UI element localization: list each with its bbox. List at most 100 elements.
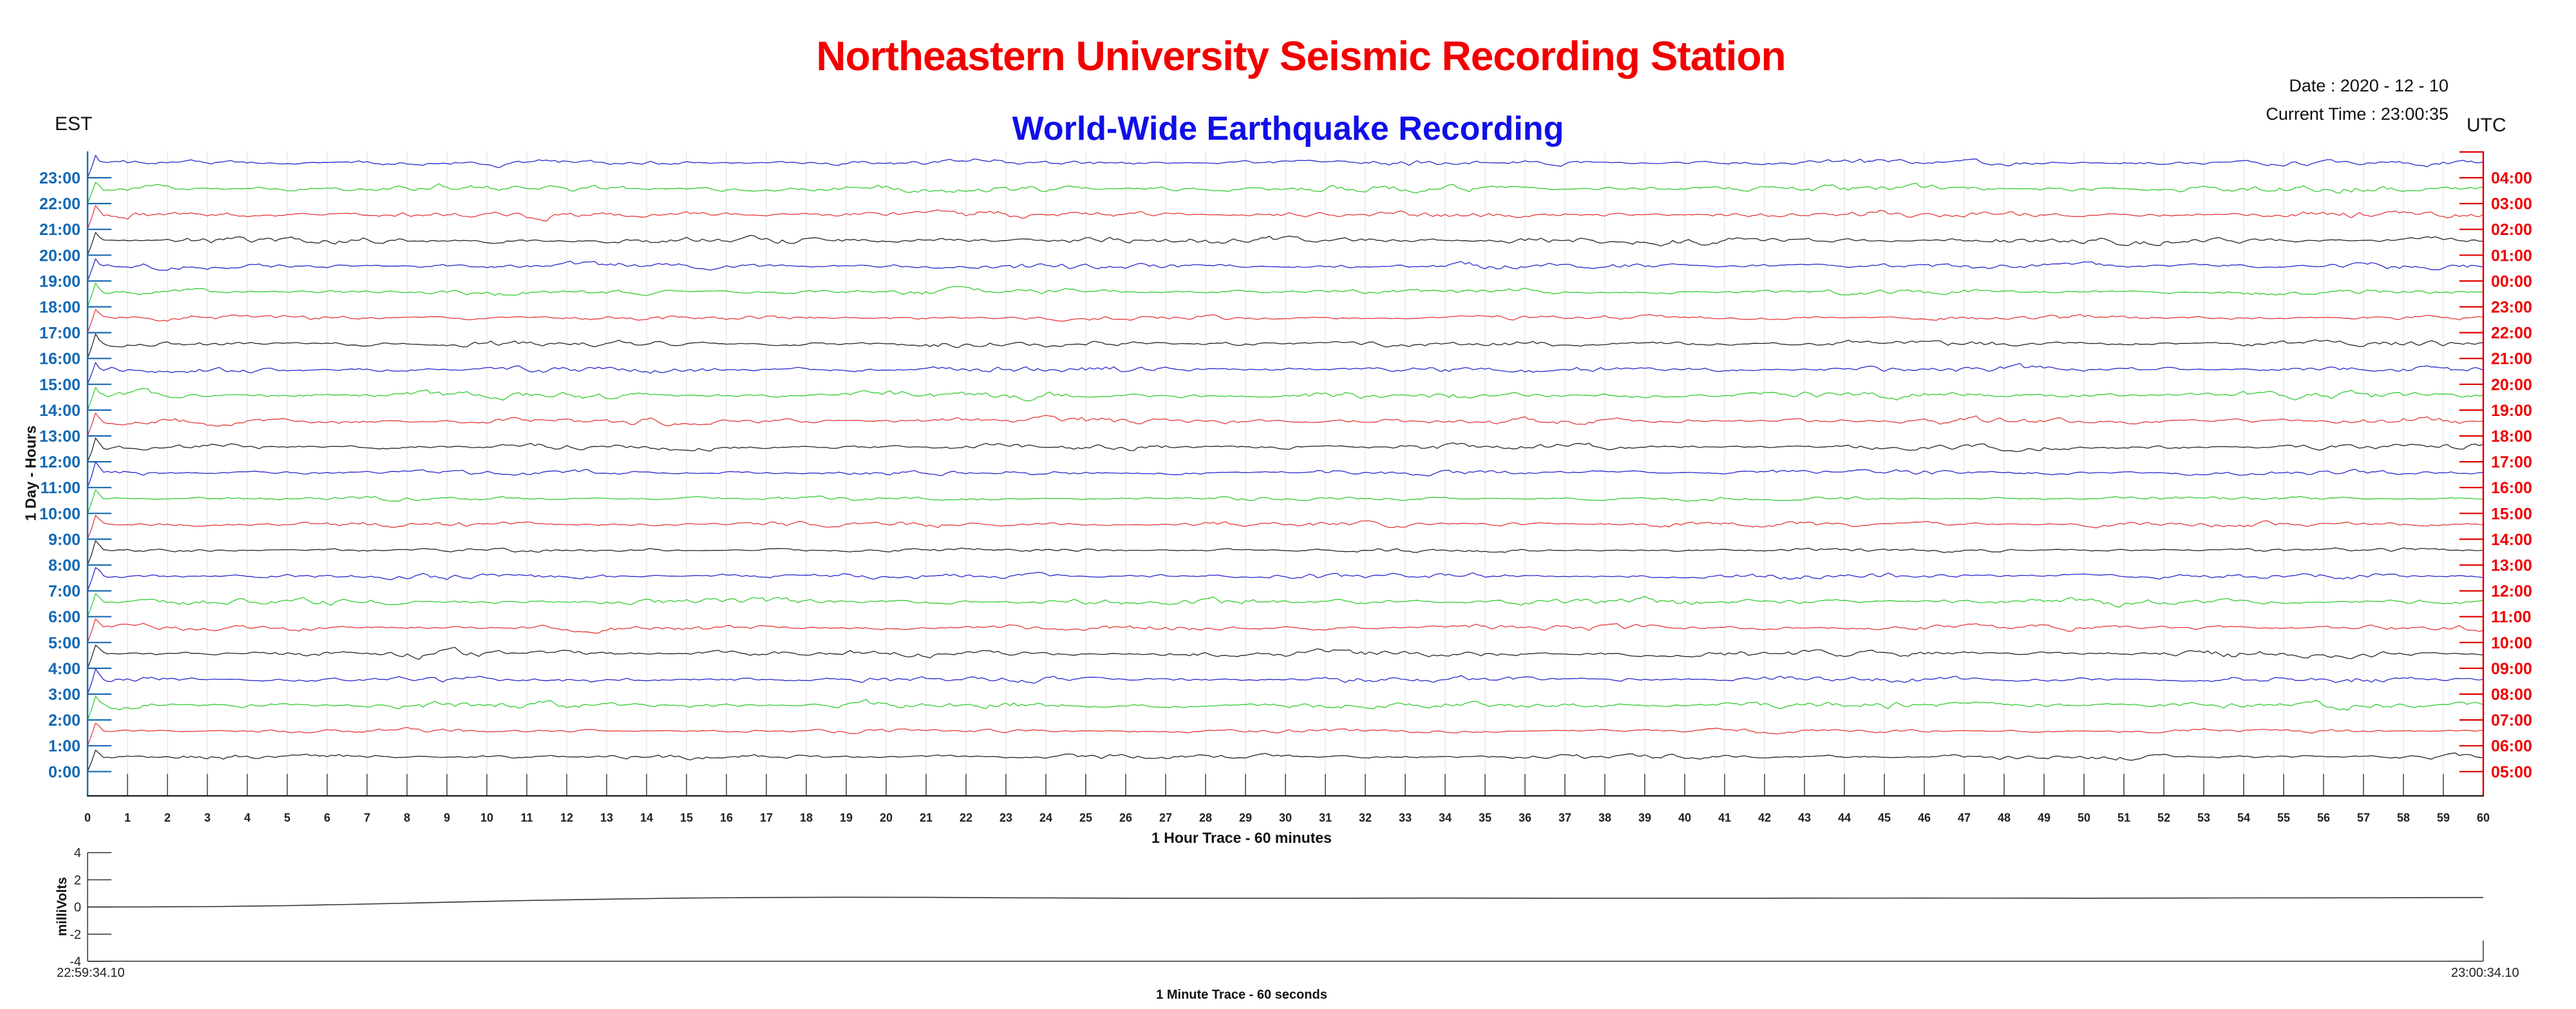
utc-hour-label: 00:00 — [2491, 272, 2532, 290]
minute-tick-label: 1 — [124, 811, 131, 824]
est-hour-label: 21:00 — [39, 221, 80, 239]
minute-tick-label: 44 — [1838, 811, 1851, 824]
seismic-trace-22-00 — [87, 182, 2484, 204]
minute-tick-label: 33 — [1399, 811, 1412, 824]
minute-tick-label: 18 — [800, 811, 813, 824]
seismic-trace-2-00 — [87, 695, 2484, 721]
minute-tick-label: 34 — [1439, 811, 1452, 824]
utc-hour-label: 12:00 — [2491, 583, 2532, 601]
minute-tick-label: 40 — [1678, 811, 1691, 824]
millivolt-tick-label: 0 — [74, 901, 81, 915]
utc-hour-label: 19:00 — [2491, 402, 2532, 420]
est-hour-label: 7:00 — [48, 583, 80, 601]
utc-hour-label: 06:00 — [2491, 737, 2532, 755]
seismic-trace-0-00 — [87, 750, 2484, 772]
utc-hour-label: 05:00 — [2491, 763, 2532, 781]
helicorder-x-axis-title: 1 Hour Trace - 60 minutes — [1151, 829, 1332, 846]
seismic-trace-15-00 — [87, 362, 2484, 385]
date-label: Date : 2020 - 12 - 10 — [2289, 76, 2448, 95]
minute-tick-label: 11 — [520, 811, 533, 824]
minute-trace-end-time: 23:00:34.10 — [2451, 966, 2519, 980]
seismic-trace-8-00 — [87, 540, 2484, 565]
minute-tick-label: 24 — [1039, 811, 1052, 824]
est-hour-label: 14:00 — [39, 402, 80, 420]
minute-tick-label: 3 — [204, 811, 211, 824]
minute-tick-label: 31 — [1319, 811, 1332, 824]
utc-hour-label: 21:00 — [2491, 350, 2532, 368]
utc-hour-label: 02:00 — [2491, 221, 2532, 239]
est-hour-label: 3:00 — [48, 686, 80, 704]
minute-tick-label: 52 — [2157, 811, 2170, 824]
seismic-trace-14-00 — [87, 387, 2484, 411]
millivolt-tick-label: 4 — [74, 846, 81, 860]
minute-tick-label: 43 — [1798, 811, 1811, 824]
minute-tick-label: 4 — [244, 811, 251, 824]
millivolt-tick-label: -2 — [70, 928, 81, 942]
minute-tick-label: 27 — [1159, 811, 1172, 824]
minute-tick-label: 7 — [364, 811, 370, 824]
seismic-trace-21-00 — [87, 205, 2484, 230]
minute-tick-label: 42 — [1758, 811, 1771, 824]
minute-trace-line — [87, 896, 2484, 908]
millivolt-tick-label: -4 — [70, 955, 81, 969]
est-hour-label: 23:00 — [39, 169, 80, 187]
utc-hour-label: 16:00 — [2491, 479, 2532, 497]
minute-tick-label: 16 — [720, 811, 733, 824]
page-subtitle: World-Wide Earthquake Recording — [1012, 110, 1564, 147]
utc-hour-label: 15:00 — [2491, 505, 2532, 523]
minute-tick-label: 8 — [404, 811, 410, 824]
seismic-trace-19-00 — [87, 258, 2484, 281]
minute-tick-label: 20 — [880, 811, 893, 824]
seismic-trace-11-00 — [87, 461, 2484, 488]
est-timezone-label: EST — [55, 113, 93, 135]
minute-tick-label: 59 — [2437, 811, 2450, 824]
est-hour-label: 19:00 — [39, 272, 80, 290]
utc-hour-label: 07:00 — [2491, 712, 2532, 730]
est-hour-label: 12:00 — [39, 453, 80, 471]
est-hour-label: 20:00 — [39, 247, 80, 265]
minute-tick-label: 32 — [1359, 811, 1372, 824]
utc-hour-label: 23:00 — [2491, 299, 2532, 317]
seismic-trace-1-00 — [87, 722, 2484, 746]
minute-tick-label: 50 — [2078, 811, 2090, 824]
utc-hour-label: 04:00 — [2491, 169, 2532, 187]
seismic-trace-16-00 — [87, 333, 2484, 359]
utc-timezone-label: UTC — [2467, 115, 2506, 136]
utc-hour-label: 03:00 — [2491, 195, 2532, 213]
minute-tick-label: 25 — [1079, 811, 1092, 824]
minute-tick-label: 28 — [1199, 811, 1212, 824]
minute-tick-label: 53 — [2197, 811, 2210, 824]
minute-tick-label: 6 — [324, 811, 330, 824]
seismic-trace-7-00 — [87, 567, 2484, 591]
est-hour-label: 18:00 — [39, 299, 80, 317]
minute-tick-label: 10 — [480, 811, 493, 824]
est-hour-label: 10:00 — [39, 505, 80, 523]
page-title: Northeastern University Seismic Recordin… — [816, 33, 1786, 79]
minute-tick-label: 29 — [1239, 811, 1252, 824]
minute-tick-label: 23 — [999, 811, 1012, 824]
minute-tick-label: 2 — [164, 811, 171, 824]
est-hour-label: 5:00 — [48, 634, 80, 652]
minute-tick-label: 54 — [2237, 811, 2250, 824]
millivolt-tick-label: 2 — [74, 873, 81, 887]
utc-hour-label: 01:00 — [2491, 247, 2532, 265]
seismic-trace-4-00 — [87, 645, 2484, 669]
seismic-trace-23-00 — [87, 155, 2484, 178]
minute-tick-label: 60 — [2477, 811, 2490, 824]
minute-tick-label: 0 — [84, 811, 91, 824]
utc-hour-label: 08:00 — [2491, 686, 2532, 704]
minute-tick-label: 55 — [2277, 811, 2290, 824]
minute-trace-start-time: 22:59:34.10 — [57, 966, 125, 980]
minute-tick-label: 15 — [680, 811, 693, 824]
est-hour-label: 1:00 — [48, 737, 80, 755]
est-hour-label: 13:00 — [39, 428, 80, 446]
minute-tick-label: 57 — [2357, 811, 2370, 824]
utc-hour-label: 17:00 — [2491, 453, 2532, 471]
est-hour-label: 22:00 — [39, 195, 80, 213]
minute-tick-label: 45 — [1878, 811, 1891, 824]
seismic-trace-10-00 — [87, 489, 2484, 514]
minute-trace-x-axis-title: 1 Minute Trace - 60 seconds — [1156, 988, 1327, 1002]
minute-tick-label: 36 — [1519, 811, 1531, 824]
seismic-trace-5-00 — [87, 618, 2484, 643]
minute-tick-label: 38 — [1598, 811, 1611, 824]
